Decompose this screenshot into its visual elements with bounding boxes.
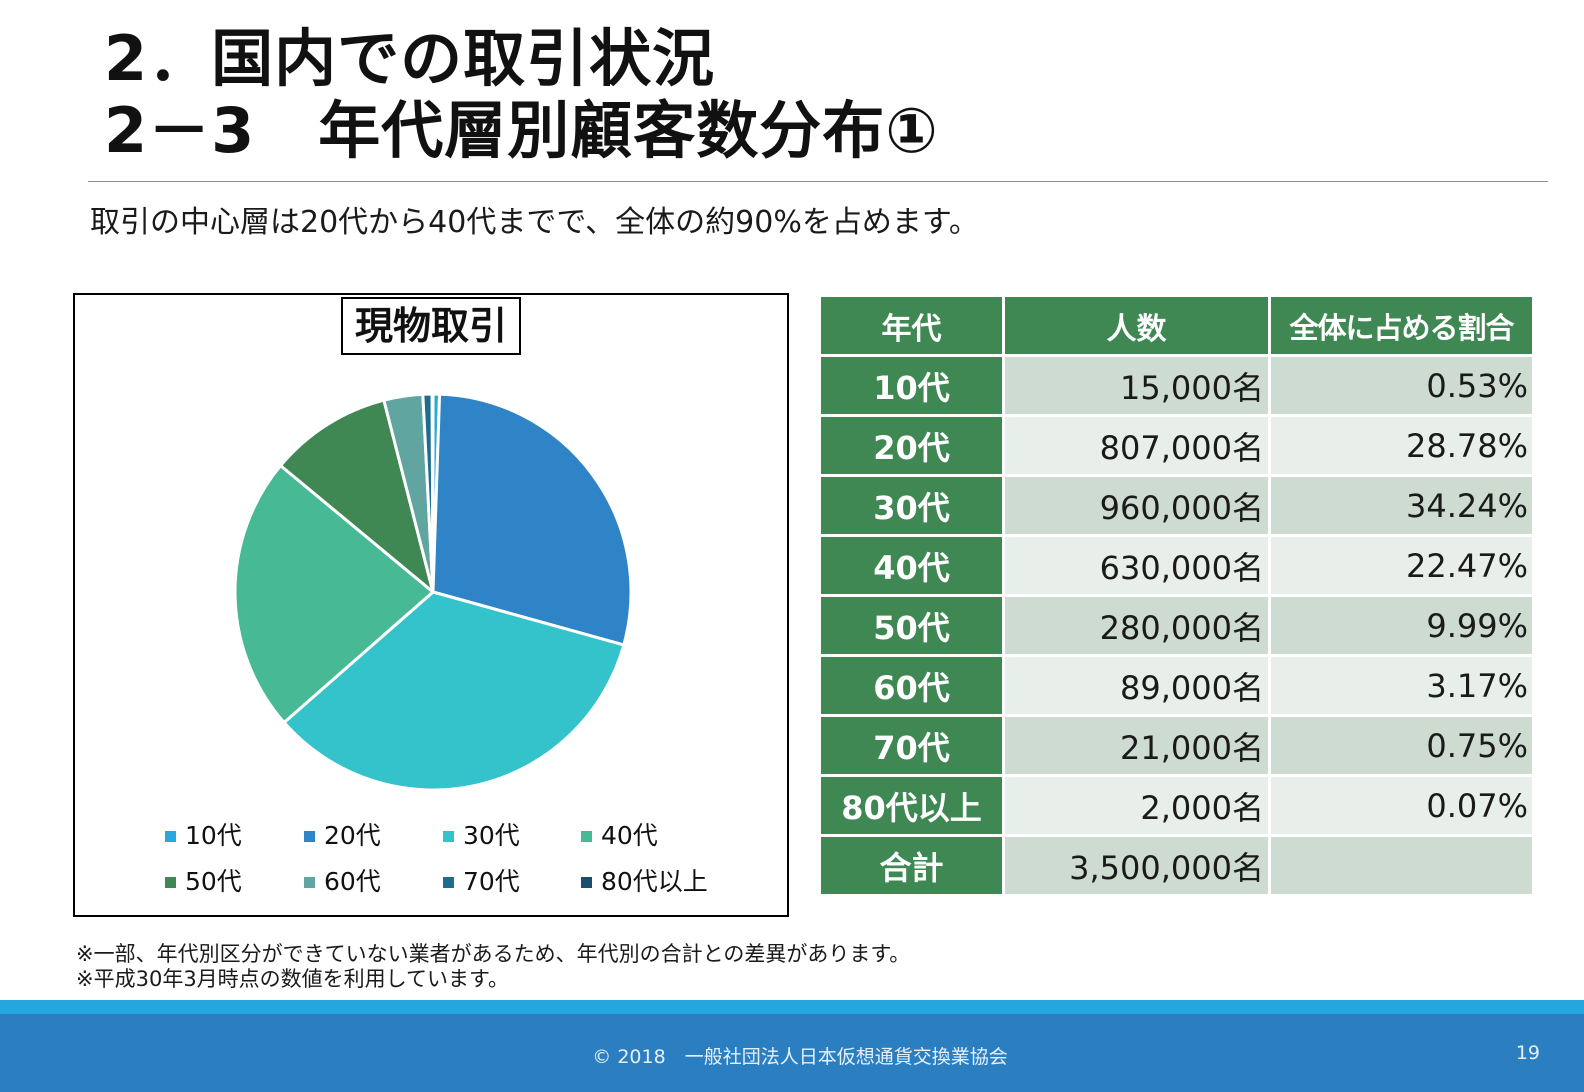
- total-label-cell: 合計: [818, 834, 1005, 897]
- chart-legend: 10代 20代 30代 40代 50代 60代 70代 80代以上: [165, 821, 765, 911]
- table-row: 30代 960,000名 34.24%: [818, 474, 1535, 537]
- legend-swatch: [581, 876, 592, 888]
- total-percentage-cell: [1268, 834, 1535, 897]
- percentage-cell: 9.99%: [1268, 594, 1535, 657]
- pie-slice-2: [431, 392, 633, 647]
- pie-chart-panel: 現物取引 10代 20代 30代 40代 50代 60代 70代 80代以上: [73, 293, 789, 917]
- table-total-row: 合計 3,500,000名: [818, 834, 1535, 897]
- legend-item: 20代: [304, 821, 381, 851]
- legend-item: 70代: [443, 867, 520, 897]
- pie-chart: [233, 392, 633, 792]
- table-row: 10代 15,000名 0.53%: [818, 354, 1535, 417]
- copyright-text: © 2018 一般社団法人日本仮想通貨交換業協会: [592, 1046, 1008, 1068]
- legend-swatch: [165, 830, 176, 842]
- percentage-cell: 0.75%: [1268, 714, 1535, 777]
- pie-slice-4: [233, 464, 435, 724]
- legend-label: 20代: [324, 821, 381, 850]
- table-row: 70代 21,000名 0.75%: [818, 714, 1535, 777]
- header-age: 年代: [818, 294, 1005, 357]
- page-number: 19: [1515, 1042, 1540, 1064]
- legend-label: 40代: [601, 821, 658, 850]
- age-cell: 80代以上: [818, 774, 1005, 837]
- table-header-row: 年代 人数 全体に占める割合: [818, 294, 1535, 357]
- footnote-1: ※一部、年代別区分ができていない業者があるため、年代別の合計との差異があります。: [76, 942, 911, 966]
- page-subtitle: 2－3 年代層別顧客数分布①: [104, 94, 939, 167]
- age-cell: 20代: [818, 414, 1005, 477]
- age-cell: 40代: [818, 534, 1005, 597]
- count-cell: 280,000名: [1002, 594, 1271, 657]
- title-divider: [88, 181, 1548, 182]
- page-title: 2．国内での取引状況: [104, 22, 716, 95]
- legend-swatch: [304, 876, 315, 888]
- count-cell: 807,000名: [1002, 414, 1271, 477]
- lead-text: 取引の中心層は20代から40代までで、全体の約90%を占めます。: [90, 205, 979, 240]
- legend-swatch: [581, 830, 592, 842]
- pie-slice-3: [282, 590, 626, 792]
- legend-label: 60代: [324, 867, 381, 896]
- count-cell: 15,000名: [1002, 354, 1271, 417]
- percentage-cell: 28.78%: [1268, 414, 1535, 477]
- legend-item: 30代: [443, 821, 520, 851]
- legend-label: 70代: [463, 867, 520, 896]
- count-cell: 21,000名: [1002, 714, 1271, 777]
- legend-item: 10代: [165, 821, 242, 851]
- age-distribution-table: 年代 人数 全体に占める割合 10代 15,000名 0.53% 20代 807…: [818, 294, 1535, 897]
- percentage-cell: 3.17%: [1268, 654, 1535, 717]
- legend-swatch: [304, 830, 315, 842]
- chart-title: 現物取引: [341, 297, 521, 355]
- legend-item: 40代: [581, 821, 658, 851]
- table-row: 50代 280,000名 9.99%: [818, 594, 1535, 657]
- count-cell: 630,000名: [1002, 534, 1271, 597]
- percentage-cell: 0.53%: [1268, 354, 1535, 417]
- legend-label: 10代: [185, 821, 242, 850]
- age-cell: 60代: [818, 654, 1005, 717]
- age-cell: 70代: [818, 714, 1005, 777]
- footer-bar: © 2018 一般社団法人日本仮想通貨交換業協会 19: [0, 1014, 1584, 1092]
- table-row: 20代 807,000名 28.78%: [818, 414, 1535, 477]
- legend-swatch: [443, 830, 454, 842]
- percentage-cell: 34.24%: [1268, 474, 1535, 537]
- total-count-cell: 3,500,000名: [1002, 834, 1271, 897]
- legend-item: 80代以上: [581, 867, 708, 897]
- legend-label: 50代: [185, 867, 242, 896]
- legend-item: 50代: [165, 867, 242, 897]
- legend-label: 30代: [463, 821, 520, 850]
- footer-stripe: [0, 1000, 1584, 1014]
- age-cell: 10代: [818, 354, 1005, 417]
- legend-label: 80代以上: [601, 867, 708, 896]
- age-cell: 50代: [818, 594, 1005, 657]
- legend-item: 60代: [304, 867, 381, 897]
- count-cell: 89,000名: [1002, 654, 1271, 717]
- footnote-2: ※平成30年3月時点の数値を利用しています。: [76, 967, 509, 991]
- table-row: 60代 89,000名 3.17%: [818, 654, 1535, 717]
- pie-slice-8: [430, 392, 435, 594]
- table-row: 40代 630,000名 22.47%: [818, 534, 1535, 597]
- legend-swatch: [165, 876, 176, 888]
- percentage-cell: 22.47%: [1268, 534, 1535, 597]
- table-row: 80代以上 2,000名 0.07%: [818, 774, 1535, 837]
- legend-swatch: [443, 876, 454, 888]
- count-cell: 960,000名: [1002, 474, 1271, 537]
- header-percentage: 全体に占める割合: [1268, 294, 1535, 357]
- percentage-cell: 0.07%: [1268, 774, 1535, 837]
- count-cell: 2,000名: [1002, 774, 1271, 837]
- header-count: 人数: [1002, 294, 1271, 357]
- age-cell: 30代: [818, 474, 1005, 537]
